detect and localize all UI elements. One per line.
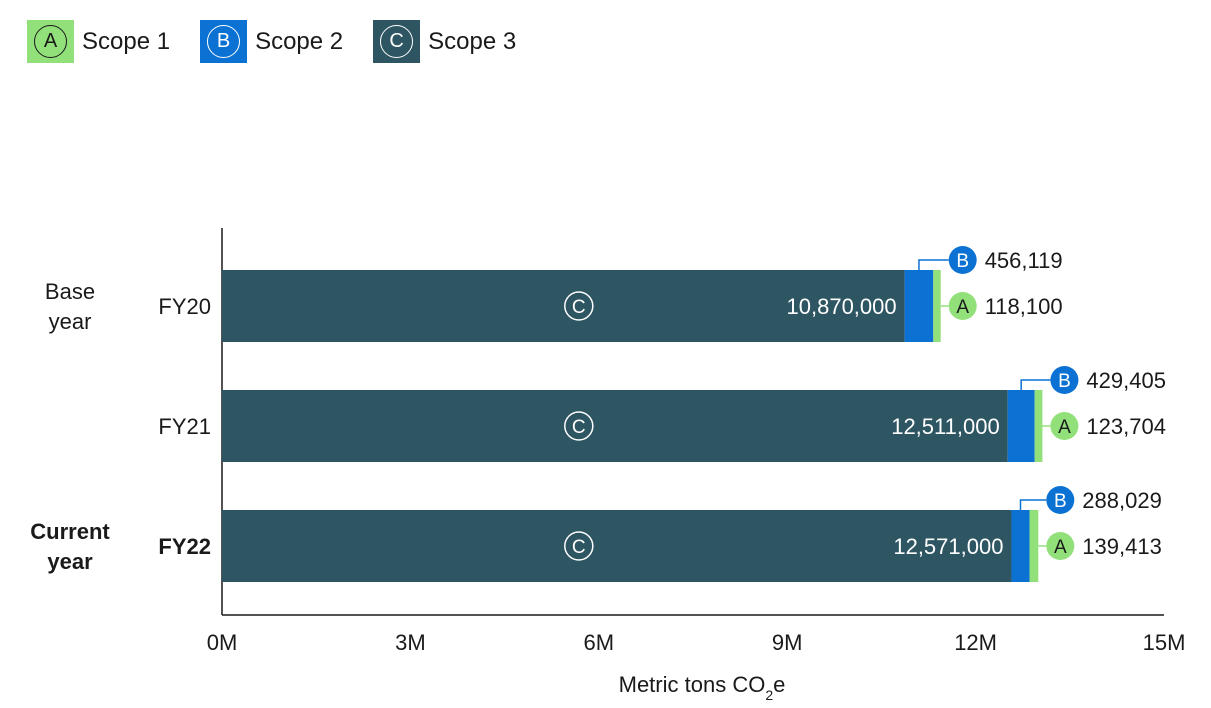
scope-3-marker-letter-fy21: C bbox=[572, 417, 586, 438]
scope-2-marker-letter-fy21: B bbox=[1058, 371, 1071, 392]
scope-1-marker-letter-fy20: A bbox=[956, 297, 969, 318]
scope-2-connector-fy21 bbox=[1020, 379, 1051, 390]
scope-3-marker-fy20 bbox=[564, 291, 594, 321]
group-label-base-line1: Base bbox=[45, 279, 95, 304]
legend-label-scope-2: Scope 2 bbox=[255, 27, 344, 55]
scope-2-marker-fy22 bbox=[1046, 486, 1075, 514]
bar-scope-1-fy20 bbox=[933, 270, 941, 342]
legend: A Scope 1 B Scope 2 C Scope 3 bbox=[27, 20, 546, 63]
scope-2-marker-fy20 bbox=[948, 246, 977, 274]
group-label-base-line2: year bbox=[49, 309, 92, 334]
legend-label-scope-3: Scope 3 bbox=[428, 27, 517, 55]
scope-3-marker-letter-fy20: C bbox=[572, 297, 586, 318]
scope-1-marker-fy22 bbox=[1046, 532, 1075, 560]
scope-2-marker-letter-fy20: B bbox=[956, 251, 969, 272]
legend-circle-a: A bbox=[34, 25, 67, 58]
legend-letter-a: A bbox=[43, 30, 58, 52]
legend-item-scope-1: A Scope 1 bbox=[27, 20, 170, 63]
scope-1-marker-fy21 bbox=[1050, 412, 1079, 440]
category-label-fy20: FY20 bbox=[158, 294, 211, 319]
bar-scope-3-fy22 bbox=[222, 510, 1012, 582]
x-axis-label: Metric tons CO2e bbox=[619, 672, 786, 703]
bar-scope-1-fy21 bbox=[1034, 390, 1043, 462]
scope-2-value-label-fy22: 288,029 bbox=[1082, 488, 1162, 513]
bar-scope-3-fy20 bbox=[222, 270, 905, 342]
legend-swatch-scope-1: A bbox=[27, 20, 74, 63]
scope-2-connector-fy20 bbox=[918, 259, 949, 270]
bar-scope-2-fy22 bbox=[1011, 510, 1030, 582]
x-tick-label-12m: 12M bbox=[954, 630, 997, 655]
bar-scope-3-fy21 bbox=[222, 390, 1008, 462]
scope-2-value-label-fy21: 429,405 bbox=[1086, 368, 1166, 393]
scope-3-value-label-fy20: 10,870,000 bbox=[787, 294, 897, 319]
scope-1-marker-letter-fy22: A bbox=[1054, 537, 1067, 558]
legend-swatch-scope-3: C bbox=[373, 20, 421, 63]
scope-3-marker-letter-fy22: C bbox=[572, 537, 586, 558]
x-tick-label-15m: 15M bbox=[1143, 630, 1186, 655]
category-label-fy22: FY22 bbox=[158, 534, 211, 559]
legend-letter-c: C bbox=[389, 30, 404, 52]
category-label-fy21: FY21 bbox=[158, 414, 211, 439]
group-label-current-line1: Current bbox=[30, 519, 110, 544]
x-tick-label-6m: 6M bbox=[584, 630, 615, 655]
legend-circle-b: B bbox=[207, 25, 241, 58]
x-tick-label-9m: 9M bbox=[772, 630, 803, 655]
legend-item-scope-2: B Scope 2 bbox=[200, 20, 343, 63]
scope-2-marker-letter-fy22: B bbox=[1054, 491, 1067, 512]
legend-item-scope-3: C Scope 3 bbox=[373, 20, 516, 63]
bar-scope-1-fy22 bbox=[1029, 510, 1039, 582]
scope-1-value-label-fy20: 118,100 bbox=[985, 294, 1063, 319]
scope-2-value-label-fy20: 456,119 bbox=[985, 248, 1063, 273]
x-tick-label-3m: 3M bbox=[395, 630, 426, 655]
scope-1-marker-letter-fy21: A bbox=[1058, 417, 1071, 438]
scope-3-marker-fy21 bbox=[564, 411, 594, 441]
scope-2-marker-fy21 bbox=[1050, 366, 1079, 394]
scope-3-marker-fy22 bbox=[564, 531, 594, 561]
scope-1-marker-fy20 bbox=[948, 292, 977, 320]
scope-3-value-label-fy21: 12,511,000 bbox=[891, 414, 999, 439]
scope-3-value-label-fy22: 12,571,000 bbox=[893, 534, 1003, 559]
scope-1-value-label-fy21: 123,704 bbox=[1086, 414, 1166, 439]
legend-swatch-scope-2: B bbox=[200, 20, 248, 63]
bar-scope-2-fy20 bbox=[904, 270, 934, 342]
group-label-current-line2: year bbox=[47, 549, 93, 574]
bar-scope-2-fy21 bbox=[1007, 390, 1035, 462]
legend-label-scope-1: Scope 1 bbox=[82, 27, 171, 55]
scope-1-value-label-fy22: 139,413 bbox=[1082, 534, 1162, 559]
legend-letter-b: B bbox=[216, 30, 231, 52]
x-tick-label-0m: 0M bbox=[207, 630, 238, 655]
scope-2-connector-fy22 bbox=[1019, 499, 1047, 510]
legend-circle-c: C bbox=[380, 25, 414, 58]
